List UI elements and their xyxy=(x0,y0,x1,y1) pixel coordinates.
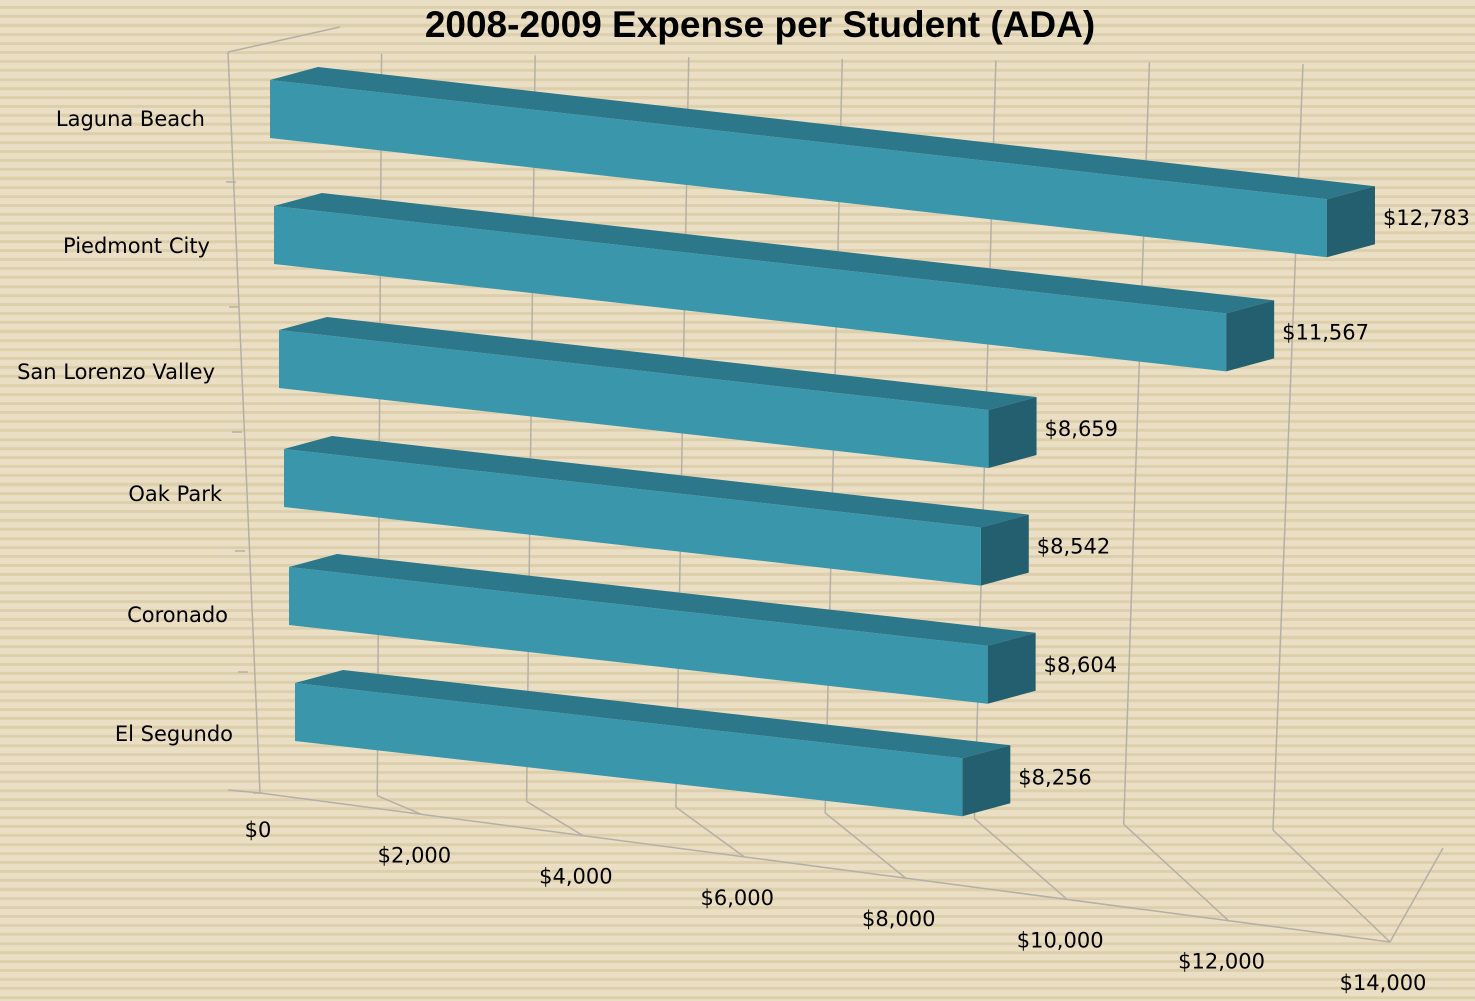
bar-top-face xyxy=(279,317,1037,411)
bar-front-face xyxy=(274,206,1227,372)
bar-end-face xyxy=(1327,186,1375,258)
category-label: Laguna Beach xyxy=(56,107,205,131)
data-label: $8,256 xyxy=(1018,765,1091,789)
floor-grid-line xyxy=(675,806,745,858)
category-label: San Lorenzo Valley xyxy=(17,360,215,384)
floor-grid-line xyxy=(973,818,1068,900)
top-edge xyxy=(227,26,341,53)
bar-end-face xyxy=(980,514,1029,586)
floor-right-edge xyxy=(1389,847,1444,943)
data-label: $11,567 xyxy=(1282,320,1369,344)
data-label: $8,542 xyxy=(1037,535,1110,559)
bar-end-face xyxy=(1226,300,1275,372)
category-label: Coronado xyxy=(127,603,228,627)
data-label: $8,659 xyxy=(1045,417,1118,441)
category-label: Piedmont City xyxy=(63,234,210,258)
bar-top-face xyxy=(274,193,1275,314)
bar-top-face xyxy=(295,670,1011,759)
x-tick-label: $8,000 xyxy=(862,907,935,931)
floor-grid-line xyxy=(1123,823,1230,922)
value-axis-back xyxy=(227,51,261,794)
bar-front-face xyxy=(289,567,988,704)
floor-front-edge xyxy=(259,792,1391,943)
data-label: $8,604 xyxy=(1044,653,1117,677)
bar-front-face xyxy=(284,449,981,586)
bar-top-face xyxy=(289,554,1036,646)
floor-grid-line xyxy=(376,795,422,815)
bar-top-face xyxy=(270,67,1375,200)
x-tick-label: $0 xyxy=(245,818,272,842)
floor-grid-line xyxy=(824,812,907,879)
bar-top-face xyxy=(284,436,1029,528)
x-tick-label: $12,000 xyxy=(1178,950,1265,974)
floor-grid-line xyxy=(526,800,584,837)
bar-front-face xyxy=(270,80,1327,258)
x-tick-label: $10,000 xyxy=(1017,928,1104,952)
bar-front-face xyxy=(279,330,989,469)
x-tick-label: $4,000 xyxy=(539,865,612,889)
data-label: $12,783 xyxy=(1383,206,1470,230)
x-tick-label: $2,000 xyxy=(378,843,451,867)
bar-front-face xyxy=(295,683,963,817)
floor-grid-line xyxy=(1272,829,1391,943)
grid-line xyxy=(525,55,536,802)
x-tick-label: $6,000 xyxy=(701,886,774,910)
bar-end-face xyxy=(988,397,1037,469)
bar-end-face xyxy=(962,745,1011,817)
grid-line xyxy=(376,53,383,796)
category-label: Oak Park xyxy=(128,482,222,506)
x-tick-label: $14,000 xyxy=(1340,971,1427,995)
category-label: El Segundo xyxy=(115,722,233,746)
chart-title: 2008-2009 Expense per Student (ADA) xyxy=(424,4,1096,45)
bar-end-face xyxy=(987,632,1036,704)
